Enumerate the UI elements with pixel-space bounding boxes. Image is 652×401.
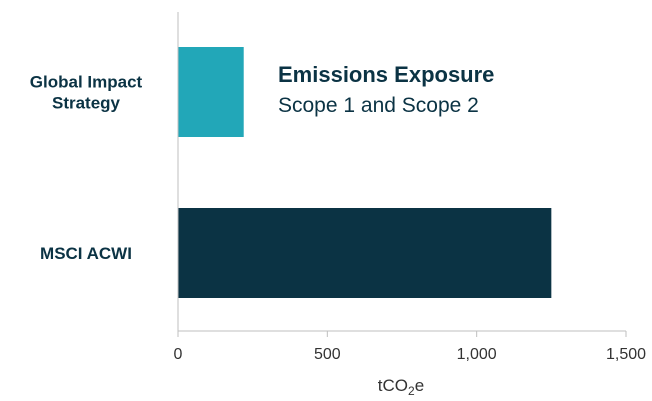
chart-title: Emissions Exposure — [278, 62, 494, 87]
x-tick-label: 1,500 — [606, 346, 646, 363]
x-axis-title-suffix: e — [415, 376, 424, 395]
category-label-line: Strategy — [52, 94, 121, 113]
category-labels: Global Impact Strategy MSCI ACWI — [30, 73, 143, 264]
title-block: Emissions Exposure Scope 1 and Scope 2 — [278, 62, 494, 117]
x-axis-title-subscript: 2 — [408, 384, 415, 398]
category-label-1: Global Impact Strategy — [30, 73, 143, 113]
x-tick-label: 0 — [174, 346, 183, 363]
x-axis-title: tCO2e — [378, 376, 424, 398]
x-axis-title-main: tCO — [378, 376, 408, 395]
x-axis-ticks: 0 500 1,000 1,500 — [174, 331, 646, 363]
category-label-line: Global Impact — [30, 73, 143, 92]
bar-2 — [178, 208, 552, 298]
bar-1 — [178, 47, 244, 137]
chart-subtitle: Scope 1 and Scope 2 — [278, 94, 479, 117]
bars — [178, 47, 552, 298]
x-tick-label: 1,000 — [457, 346, 497, 363]
x-tick-label: 500 — [314, 346, 341, 363]
category-label-line: MSCI ACWI — [40, 244, 132, 263]
category-label-2: MSCI ACWI — [40, 244, 132, 263]
